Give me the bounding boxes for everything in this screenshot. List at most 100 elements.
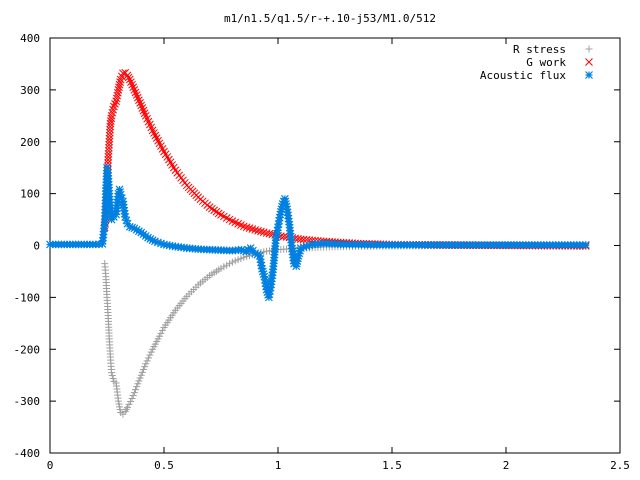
- data-point: [137, 101, 146, 110]
- data-point: [105, 143, 113, 152]
- data-point: [106, 125, 114, 134]
- data-point: [104, 156, 112, 164]
- data-point: [129, 83, 138, 92]
- x-tick-label: 1: [275, 459, 282, 472]
- data-point: [136, 374, 144, 382]
- legend-label: G work: [526, 56, 566, 69]
- data-point: [135, 96, 143, 105]
- data-point: [148, 236, 157, 245]
- data-point: [105, 131, 114, 140]
- data-point: [259, 228, 268, 237]
- legend-label: Acoustic flux: [480, 69, 566, 82]
- data-point: [127, 78, 135, 86]
- data-point: [305, 241, 314, 250]
- data-point: [139, 365, 147, 373]
- data-point: [239, 222, 248, 231]
- data-point: [127, 397, 135, 405]
- data-point: [130, 86, 139, 94]
- data-point: [212, 207, 221, 216]
- data-point: [150, 237, 159, 246]
- data-point: [130, 389, 138, 397]
- data-point: [258, 264, 266, 273]
- data-point: [239, 246, 248, 255]
- legend-marker: [585, 71, 593, 79]
- data-point: [130, 224, 139, 233]
- data-point: [104, 146, 113, 155]
- data-point: [116, 406, 124, 414]
- series-r-stress: [101, 242, 590, 418]
- data-point: [129, 392, 137, 400]
- data-point: [205, 203, 214, 211]
- data-point: [109, 374, 117, 382]
- data-point: [234, 256, 242, 264]
- data-point: [144, 233, 152, 242]
- data-point: [131, 88, 140, 97]
- data-point: [581, 241, 590, 249]
- data-point: [302, 242, 311, 251]
- data-point: [128, 223, 137, 232]
- data-point: [138, 104, 147, 112]
- y-tick-label: 200: [20, 136, 40, 149]
- data-point: [105, 134, 114, 143]
- data-point: [133, 93, 142, 102]
- data-point: [251, 249, 260, 258]
- y-tick-label: -100: [14, 291, 41, 304]
- data-point: [133, 383, 141, 391]
- data-point: [104, 153, 113, 161]
- data-point: [139, 106, 148, 115]
- data-point: [124, 73, 133, 82]
- plot-series: [46, 68, 590, 418]
- data-point: [125, 75, 134, 84]
- y-tick-label: 0: [33, 240, 40, 253]
- data-point: [117, 194, 126, 202]
- data-point: [132, 386, 139, 394]
- data-point: [155, 332, 163, 340]
- chart-title: m1/n1.5/q1.5/r-+.10-j53/M1.0/512: [224, 12, 436, 25]
- data-point: [123, 71, 132, 80]
- data-point: [105, 128, 114, 137]
- data-point: [144, 354, 152, 362]
- data-point: [107, 111, 116, 120]
- data-point: [138, 368, 146, 376]
- x-tick-label: 0.5: [154, 459, 174, 472]
- x-tick-label: 0: [47, 459, 54, 472]
- y-tick-label: 400: [20, 32, 40, 45]
- data-point: [226, 260, 234, 268]
- data-point: [128, 80, 136, 89]
- data-point: [257, 227, 265, 236]
- series-acoustic-flux: [46, 163, 590, 302]
- y-axis: -400 -300 -200 -100 0 100 200 300 400: [14, 32, 620, 460]
- data-point: [125, 222, 134, 231]
- data-point: [122, 216, 131, 225]
- data-point: [295, 249, 304, 258]
- data-point: [111, 100, 119, 108]
- data-point: [125, 400, 133, 408]
- data-point: [141, 363, 149, 371]
- data-point: [105, 137, 114, 146]
- data-point: [237, 245, 246, 254]
- data-point: [254, 226, 262, 235]
- data-point: [157, 239, 165, 248]
- data-point: [240, 253, 248, 261]
- y-tick-label: -400: [14, 447, 41, 460]
- data-point: [134, 227, 143, 236]
- data-point: [253, 250, 262, 259]
- data-point: [116, 78, 124, 86]
- data-point: [210, 206, 219, 215]
- data-point: [223, 261, 231, 269]
- y-tick-label: 300: [20, 84, 40, 97]
- data-point: [260, 248, 268, 256]
- data-point: [134, 380, 142, 388]
- data-point: [121, 213, 130, 221]
- data-point: [109, 102, 118, 111]
- data-point: [158, 326, 166, 334]
- data-point: [132, 225, 141, 234]
- x-tick-label: 2: [503, 459, 510, 472]
- data-point: [237, 255, 245, 263]
- data-point: [143, 357, 151, 365]
- data-point: [128, 395, 136, 403]
- data-point: [208, 204, 216, 213]
- data-point: [114, 397, 122, 405]
